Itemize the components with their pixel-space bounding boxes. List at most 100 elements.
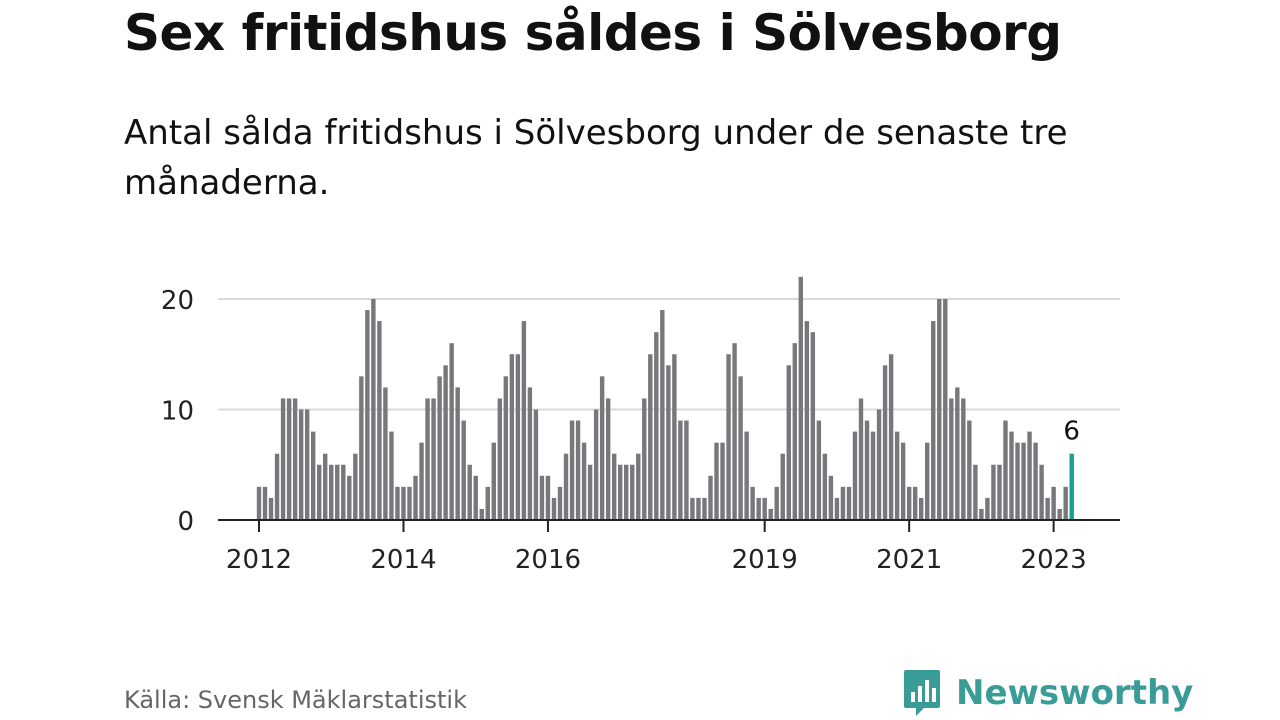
- bar: [690, 497, 695, 520]
- bar: [587, 464, 593, 520]
- bar: [949, 398, 954, 520]
- bar: [798, 276, 803, 520]
- y-tick-label: 0: [177, 507, 194, 537]
- x-tick-label: 2019: [732, 545, 798, 575]
- bar: [569, 420, 575, 520]
- bar: [828, 475, 834, 520]
- bar: [593, 409, 599, 520]
- bar: [335, 464, 340, 520]
- bar: [371, 299, 376, 520]
- y-tick-label: 10: [161, 397, 194, 427]
- bar: [822, 453, 828, 520]
- bar: [943, 299, 948, 520]
- bar: [491, 442, 496, 520]
- bar: [413, 475, 418, 520]
- bar: [545, 475, 551, 520]
- bar: [642, 398, 647, 520]
- bar: [955, 387, 960, 520]
- bar: [359, 376, 364, 520]
- bar: [925, 442, 930, 520]
- bar: [611, 453, 617, 520]
- bar: [599, 376, 605, 520]
- bar: [768, 508, 773, 520]
- bar: [497, 398, 502, 520]
- bar: [979, 508, 984, 520]
- bar: [377, 321, 382, 520]
- bar: [852, 431, 858, 520]
- bar: [702, 497, 707, 520]
- bar: [557, 486, 563, 520]
- bar: [274, 453, 280, 520]
- bar: [1039, 464, 1044, 520]
- bar: [1063, 486, 1068, 520]
- bar: [624, 464, 629, 520]
- bar: [485, 486, 490, 520]
- bar: [618, 464, 623, 520]
- brand-name: Newsworthy: [956, 673, 1194, 713]
- bar: [323, 453, 328, 520]
- bar: [1057, 508, 1062, 520]
- x-tick-label: 2021: [876, 545, 942, 575]
- bar: [1009, 431, 1014, 520]
- bar: [347, 475, 352, 520]
- newsworthy-logo-icon: [904, 670, 940, 716]
- bar: [756, 497, 761, 520]
- bar: [419, 442, 424, 520]
- x-tick-label: 2016: [515, 545, 581, 575]
- bar: [726, 354, 731, 520]
- bar: [1027, 431, 1032, 520]
- bar: [437, 376, 442, 520]
- bar: [563, 453, 569, 520]
- bar: [310, 431, 316, 520]
- bar: [1015, 442, 1020, 520]
- bar: [395, 486, 400, 520]
- bar: [882, 365, 888, 520]
- bar: [1021, 442, 1026, 520]
- bar: [985, 497, 990, 520]
- bar: [353, 453, 358, 520]
- bar: [467, 464, 472, 520]
- bar: [720, 442, 725, 520]
- bar: [750, 486, 755, 520]
- bar: [1033, 442, 1038, 520]
- bar: [407, 486, 412, 520]
- x-tick-label: 2012: [226, 545, 292, 575]
- bar: [533, 409, 539, 520]
- bar: [810, 332, 816, 520]
- bar: [479, 508, 484, 520]
- chart-subtitle: Antal sålda fritidshus i Sölvesborg unde…: [124, 113, 1068, 203]
- brand-logo[interactable]: Newsworthy: [902, 668, 1193, 718]
- bar: [389, 431, 394, 520]
- bar: [539, 475, 545, 520]
- bar: [744, 431, 749, 520]
- bar: [864, 420, 870, 520]
- bar: [431, 398, 436, 520]
- bar: [280, 398, 286, 520]
- bar: [792, 343, 797, 520]
- bar: [931, 321, 936, 520]
- bar: [660, 310, 665, 520]
- bar: [1045, 497, 1050, 520]
- bar: [804, 321, 810, 520]
- bar: [521, 321, 527, 520]
- bar: [714, 442, 719, 520]
- bar: [888, 354, 894, 520]
- bar: [256, 486, 262, 520]
- bar: [786, 365, 791, 520]
- bar: [605, 398, 611, 520]
- x-tick-label: 2014: [370, 545, 436, 575]
- bar: [268, 497, 274, 520]
- axes: [218, 519, 1120, 532]
- bar: [630, 464, 635, 520]
- bar: [780, 453, 785, 520]
- bar: [816, 420, 822, 520]
- bar: [937, 299, 942, 520]
- bar: [774, 486, 779, 520]
- bar: [341, 464, 346, 520]
- bar: [961, 398, 966, 520]
- bar: [473, 475, 478, 520]
- bar: [551, 497, 557, 520]
- bar: [678, 420, 683, 520]
- y-tick-label: 20: [161, 286, 194, 316]
